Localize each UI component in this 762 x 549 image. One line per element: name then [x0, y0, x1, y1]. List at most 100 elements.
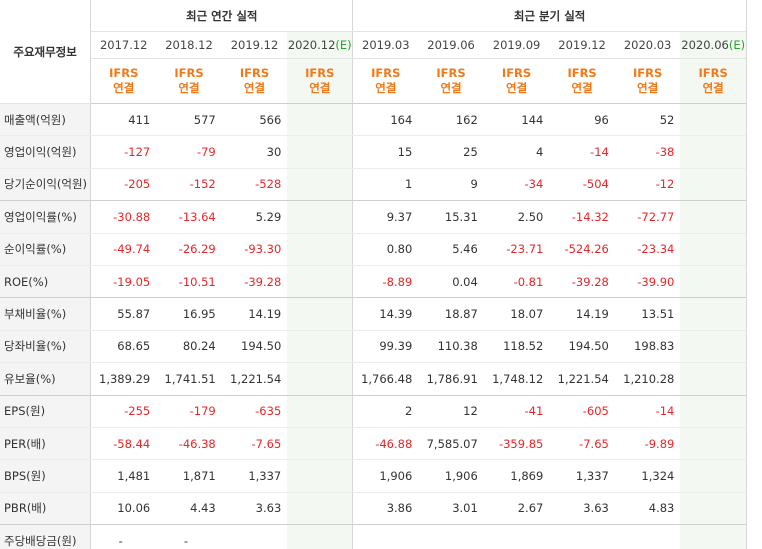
- value-cell: 16.95: [156, 297, 222, 331]
- value-cell: 4.83: [614, 492, 681, 526]
- value-cell: 80.24: [156, 330, 222, 364]
- period-label: 2017.12: [99, 38, 148, 52]
- value-cell: 15.31: [418, 200, 484, 234]
- value-cell: 198.83: [614, 330, 681, 364]
- table-row: PBR(배) 10.06 4.43 3.63 3.86 3.01 2.67 3.63 4.83: [0, 492, 746, 526]
- period-label: 2019.12: [558, 38, 606, 52]
- value-cell: -14.32: [549, 200, 615, 234]
- value-cell: 18.07: [483, 297, 550, 331]
- value-cell: [680, 362, 746, 396]
- value-cell: 14.19: [549, 297, 615, 331]
- value-cell: 1,869: [483, 459, 550, 493]
- value-cell: [287, 168, 353, 202]
- value-cell: -38: [614, 135, 681, 169]
- financial-summary-table: 주요재무정보 최근 연간 실적 최근 분기 실적 2017.12 2018.12 2…: [0, 0, 746, 549]
- value-cell: [680, 233, 746, 266]
- period-label: 2020.03: [623, 38, 672, 52]
- value-cell: [680, 524, 746, 549]
- value-cell: -179: [156, 395, 222, 428]
- value-cell: [680, 427, 746, 461]
- value-cell: -39.28: [221, 265, 288, 299]
- value-cell: -9.89: [614, 427, 681, 461]
- value-cell: 1,481: [90, 459, 157, 493]
- value-cell: 1,389.29: [90, 362, 157, 396]
- ifrs-basis-cell: IFRS 연결: [287, 58, 353, 104]
- value-cell: 1,906: [352, 459, 419, 493]
- row-label: ROE(%): [0, 265, 91, 299]
- value-cell: -7.65: [549, 427, 615, 461]
- value-cell: -30.88: [90, 200, 157, 234]
- value-cell: -23.71: [483, 233, 550, 266]
- row-label: PER(배): [0, 427, 91, 461]
- value-cell: -12: [614, 168, 681, 202]
- row-label: 순이익률(%): [0, 233, 91, 266]
- value-cell: 15: [352, 135, 419, 169]
- table-row: 매출액(억원) 411 577 566 164 162 144 96 52: [0, 103, 746, 137]
- consolidated-label: 연결: [178, 81, 200, 95]
- period-header: 2020.06(E): [680, 31, 746, 59]
- value-cell: 9: [418, 168, 484, 202]
- value-cell: -0.81: [483, 265, 550, 299]
- estimate-tag: (E): [335, 38, 352, 52]
- value-cell: 3.63: [221, 492, 288, 526]
- value-cell: [614, 524, 681, 549]
- annual-group-header: 최근 연간 실적: [90, 0, 353, 32]
- value-cell: 14.39: [352, 297, 419, 331]
- value-cell: -504: [549, 168, 615, 202]
- value-cell: [680, 103, 746, 137]
- ifrs-label: IFRS: [698, 66, 728, 80]
- ifrs-basis-cell: IFRS 연결: [418, 58, 484, 104]
- value-cell: -10.51: [156, 265, 222, 299]
- value-cell: 68.65: [90, 330, 157, 364]
- value-cell: [680, 135, 746, 169]
- value-cell: 0.04: [418, 265, 484, 299]
- consolidated-label: 연결: [375, 81, 397, 95]
- value-cell: -19.05: [90, 265, 157, 299]
- period-label: 2020.06: [681, 38, 729, 52]
- value-cell: -127: [90, 135, 157, 169]
- ifrs-basis-cell: IFRS 연결: [352, 58, 419, 104]
- value-cell: [287, 492, 353, 526]
- value-cell: 1,741.51: [156, 362, 222, 396]
- period-header: 2020.12(E): [287, 31, 353, 59]
- table-row: 주당배당금(원) - -: [0, 524, 746, 549]
- value-cell: -7.65: [221, 427, 288, 461]
- value-cell: 566: [221, 103, 288, 137]
- row-label: 영업이익(억원): [0, 135, 91, 169]
- value-cell: 55.87: [90, 297, 157, 331]
- value-cell: [680, 168, 746, 202]
- row-label: 당좌비율(%): [0, 330, 91, 364]
- ifrs-basis-cell: IFRS 연결: [483, 58, 550, 104]
- consolidated-label: 연결: [243, 81, 266, 95]
- value-cell: 162: [418, 103, 484, 137]
- value-cell: 7,585.07: [418, 427, 484, 461]
- value-cell: 1: [352, 168, 419, 202]
- row-label: 주당배당금(원): [0, 524, 91, 549]
- value-cell: [352, 524, 419, 549]
- value-cell: -49.74: [90, 233, 157, 266]
- value-cell: -: [156, 524, 222, 549]
- value-cell: 9.37: [352, 200, 419, 234]
- value-cell: -72.77: [614, 200, 681, 234]
- value-cell: 1,337: [549, 459, 615, 493]
- table-row: 당기순이익(억원) -205 -152 -528 1 9 -34 -504 -12: [0, 168, 746, 202]
- consolidated-label: 연결: [637, 81, 659, 95]
- row-label: 유보율(%): [0, 362, 91, 396]
- row-label: 부채비율(%): [0, 297, 91, 331]
- value-cell: [287, 200, 353, 234]
- consolidated-label: 연결: [113, 81, 135, 95]
- value-cell: [483, 524, 550, 549]
- value-cell: -205: [90, 168, 157, 202]
- period-header: 2019.12: [221, 31, 288, 59]
- value-cell: -528: [221, 168, 288, 202]
- value-cell: -635: [221, 395, 288, 428]
- value-cell: 30: [221, 135, 288, 169]
- value-cell: [287, 297, 353, 331]
- table-row: ROE(%) -19.05 -10.51 -39.28 -8.89 0.04 -0.81 -3…: [0, 265, 746, 299]
- value-cell: -58.44: [90, 427, 157, 461]
- value-cell: -26.29: [156, 233, 222, 266]
- table-row: EPS(원) -255 -179 -635 2 12 -41 -605 -14: [0, 395, 746, 428]
- value-cell: [680, 297, 746, 331]
- consolidated-label: 연결: [505, 81, 528, 95]
- value-cell: 2.67: [483, 492, 550, 526]
